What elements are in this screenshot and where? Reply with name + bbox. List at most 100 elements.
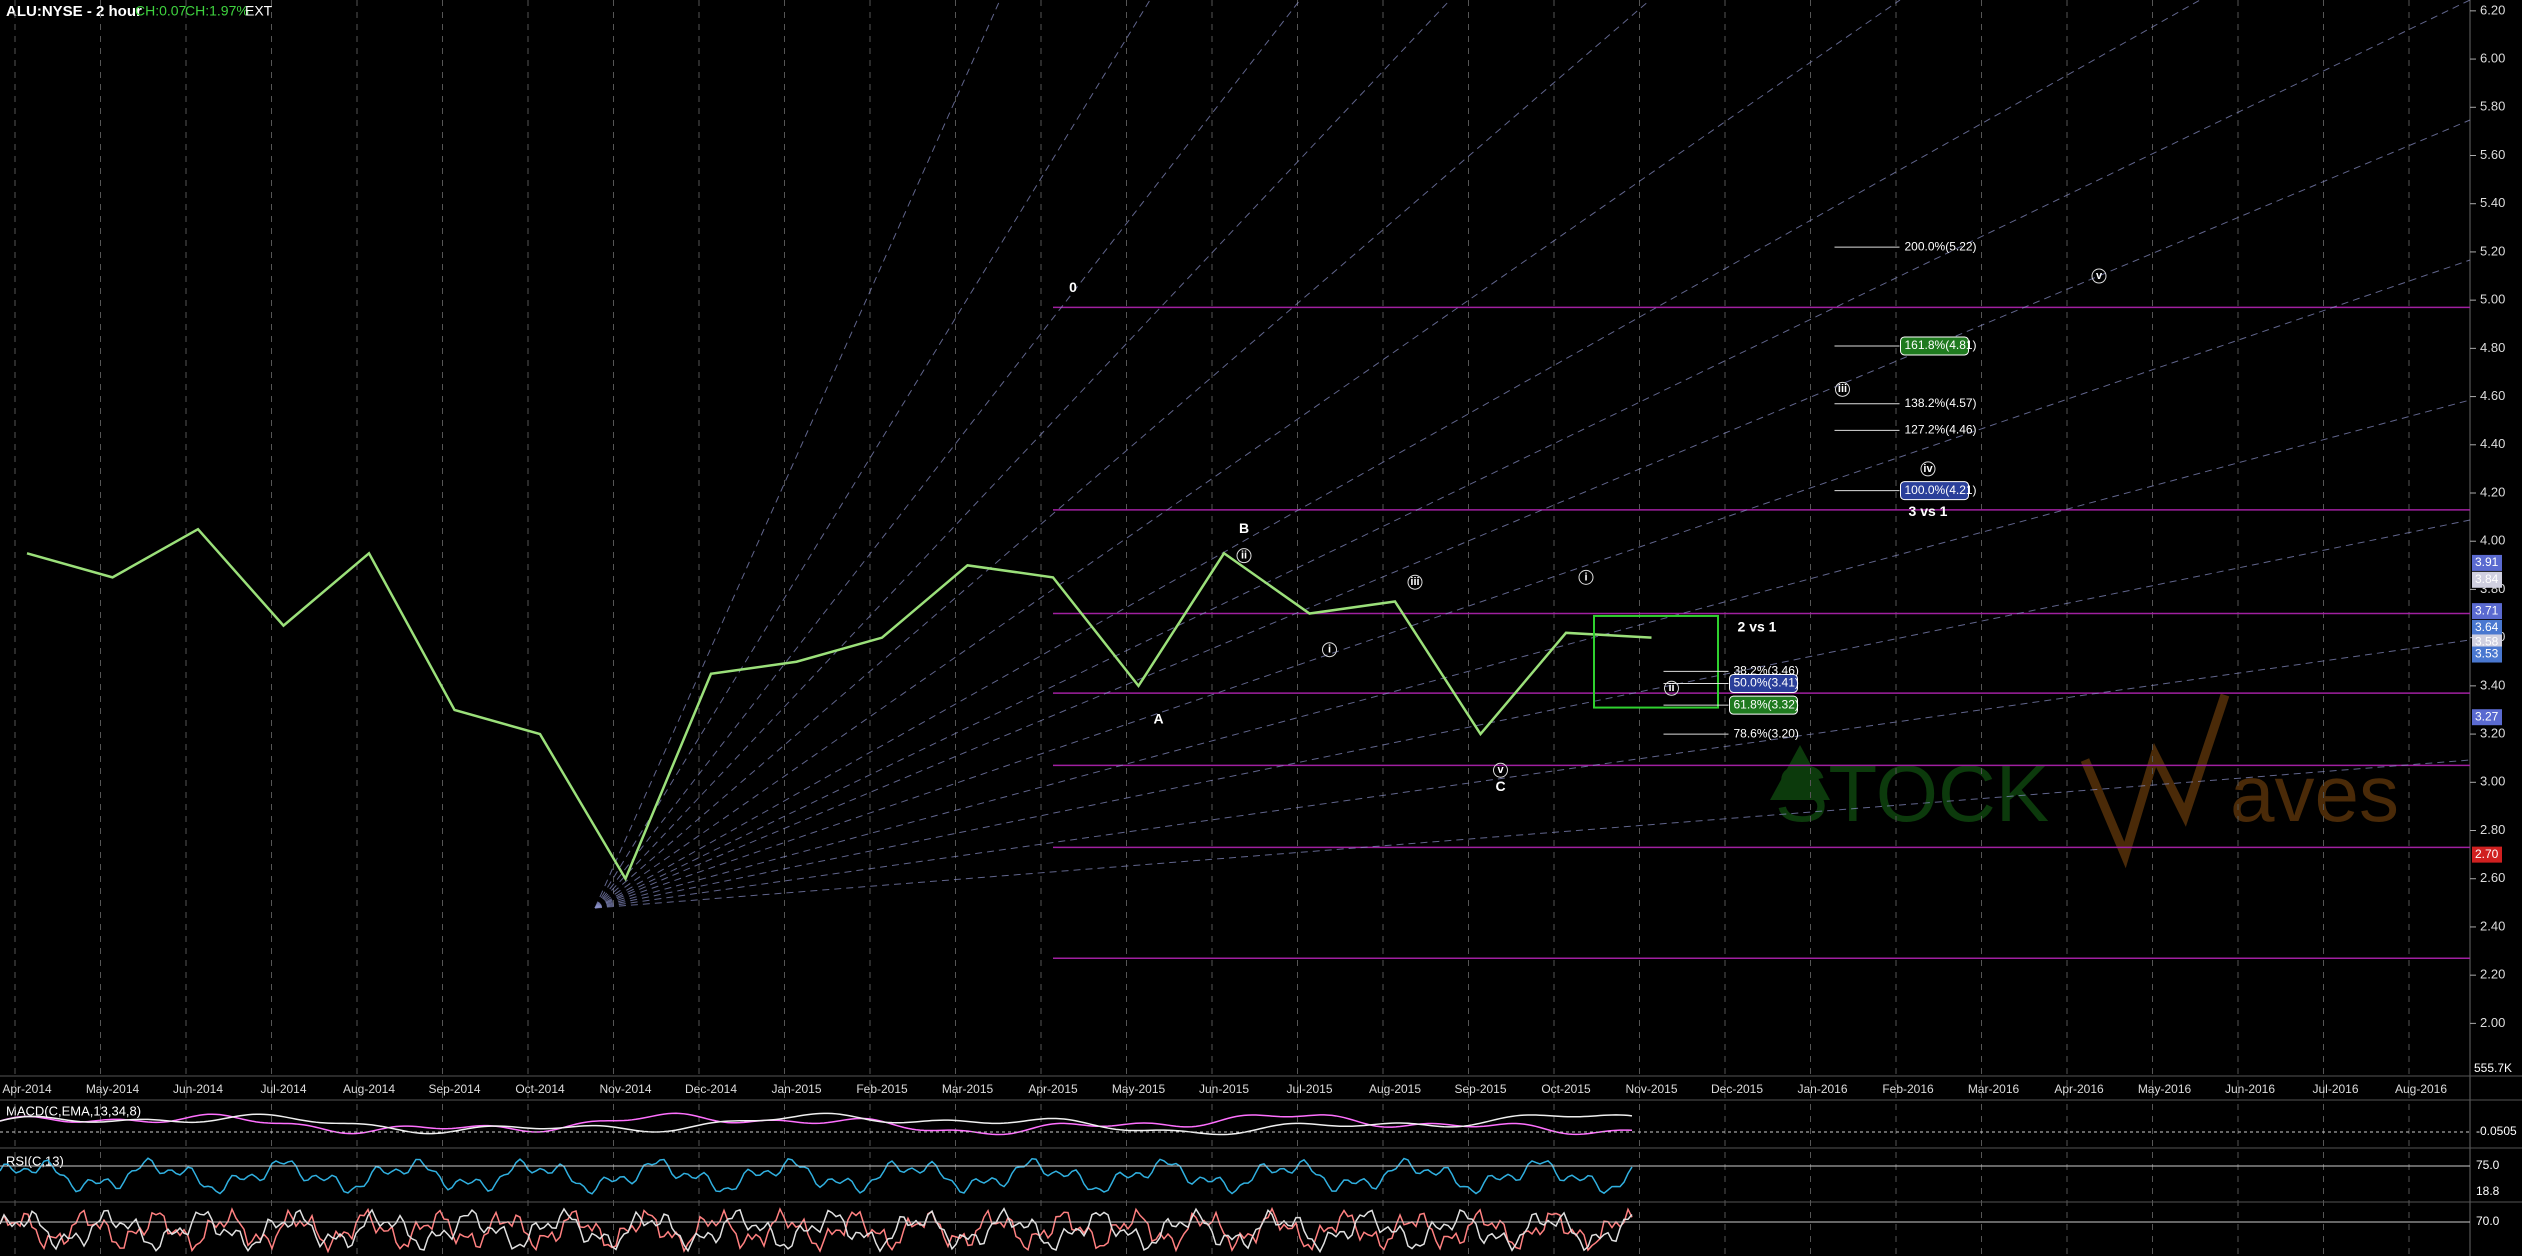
y-tick-label: 3.00 [2480,774,2505,789]
fan-line [594,759,2471,909]
wave-label: v [2096,270,2103,282]
wave-label: B [1239,520,1249,536]
target-label: 100.0%(4.21) [1905,483,1977,497]
x-tick-label: Feb-2016 [1882,1082,1934,1096]
x-tick-label: Mar-2016 [1968,1082,2020,1096]
x-tick-label: Apr-2014 [2,1082,52,1096]
target-label: 78.6%(3.20) [1734,726,1799,740]
rsi-value: 18.8 [2476,1184,2500,1198]
price-tag-label: 3.84 [2475,572,2499,586]
y-tick-label: 4.80 [2480,340,2505,355]
fan-line [594,639,2471,909]
x-tick-label: May-2015 [1112,1082,1166,1096]
price-tag [2472,554,2502,571]
y-tick-label: 2.40 [2480,918,2505,933]
wave-circle [1493,762,1508,778]
price-tag-label: 3.53 [2475,647,2499,661]
fan-line [594,0,1901,909]
x-tick-label: Oct-2015 [1541,1082,1591,1096]
fan-line [594,0,1001,909]
wave-label: i [1584,571,1587,583]
price-tag [2472,646,2502,663]
target-box-label [1729,695,1798,715]
y-tick-label: 3.40 [2480,677,2505,692]
x-tick-label: Sep-2014 [428,1082,480,1096]
x-tick-label: Aug-2015 [1369,1082,1421,1096]
x-tick-label: Aug-2016 [2395,1082,2447,1096]
wave-circle [1236,548,1252,564]
x-tick-label: May-2016 [2138,1082,2192,1096]
fan-line [594,119,2471,909]
price-tag [2472,571,2502,588]
x-tick-label: Sep-2015 [1454,1082,1506,1096]
x-tick-label: Nov-2014 [599,1082,651,1096]
stoch-d [0,1207,1633,1254]
wave-circle [1835,381,1850,397]
x-tick-label: Aug-2014 [343,1082,395,1096]
price-tag-label: 3.91 [2475,555,2499,569]
wave-label: 0 [1069,279,1077,295]
x-tick-label: Apr-2015 [1028,1082,1078,1096]
wave-circle [2091,268,2107,284]
wave-label: ii [1241,550,1247,562]
price-tag-label: 3.27 [2475,709,2499,723]
wave-label: iv [1923,463,1933,475]
watermark-right: aves [2230,749,2399,838]
wave-label: C [1495,778,1505,794]
x-tick-label: Jan-2015 [771,1082,821,1096]
price-tag-label: 3.64 [2475,620,2499,634]
target-box-label [1729,673,1798,693]
y-tick-label: 5.40 [2480,195,2505,210]
x-tick-label: Feb-2015 [856,1082,908,1096]
x-tick-label: Jun-2015 [1199,1082,1249,1096]
wave-label: i [1328,644,1331,656]
change-pct: CH:1.97% [185,3,249,19]
y-tick-label: 5.20 [2480,243,2505,258]
watermark-icon [1770,745,1830,800]
session: EXT [245,3,273,19]
price-tag-label: 2.70 [2475,847,2499,861]
fan-line [594,0,2201,909]
wave-label: A [1153,710,1163,726]
y-tick-label: 4.40 [2480,436,2505,451]
y-tick-label: 6.00 [2480,51,2505,66]
wave-label: ii [1668,682,1674,694]
y-tick-label: 4.20 [2480,484,2505,499]
y-tick-label: 2.20 [2480,967,2505,982]
rsi-label: RSI(C,13) [6,1153,64,1168]
x-tick-label: Oct-2014 [515,1082,565,1096]
stoch-level: 70.0 [2476,1214,2500,1228]
target-box-label [1900,481,1969,501]
y-tick-label: 4.00 [2480,533,2505,548]
y-tick-label: 5.00 [2480,292,2505,307]
x-tick-label: Jun-2016 [2225,1082,2275,1096]
chart-title: ALU:NYSE - 2 hour [6,3,142,20]
y-tick-label: 2.80 [2480,822,2505,837]
fan-line [594,259,2471,909]
volume-label: 555.7K [2474,1061,2512,1075]
x-tick-label: Dec-2015 [1711,1082,1763,1096]
macd-signal [0,1112,1633,1136]
macd-value: -0.0505 [2476,1124,2517,1138]
price-tag-label: 3.58 [2475,635,2499,649]
x-tick-label: Dec-2014 [685,1082,737,1096]
price-line [26,527,1652,882]
x-tick-label: Jun-2014 [173,1082,223,1096]
wave-label: 2 vs 1 [1738,619,1777,635]
macd-label: MACD(C,EMA,13,34,8) [6,1103,141,1118]
macd-line [0,1112,1633,1136]
target-label: 50.0%(3.41) [1734,676,1799,690]
wave-circle [1920,461,1936,477]
y-tick-label: 5.60 [2480,147,2505,162]
fan-line [594,0,1451,909]
target-label: 161.8%(4.81) [1905,338,1977,352]
target-label: 200.0%(5.22) [1905,239,1977,253]
x-tick-label: Jul-2016 [2312,1082,2358,1096]
price-tag [2472,634,2502,651]
wave-label: iii [1410,576,1419,588]
target-label: 138.2%(4.57) [1905,396,1977,410]
price-tag-label: 3.71 [2475,603,2499,617]
x-tick-label: Jan-2016 [1797,1082,1847,1096]
x-tick-label: Mar-2015 [942,1082,994,1096]
